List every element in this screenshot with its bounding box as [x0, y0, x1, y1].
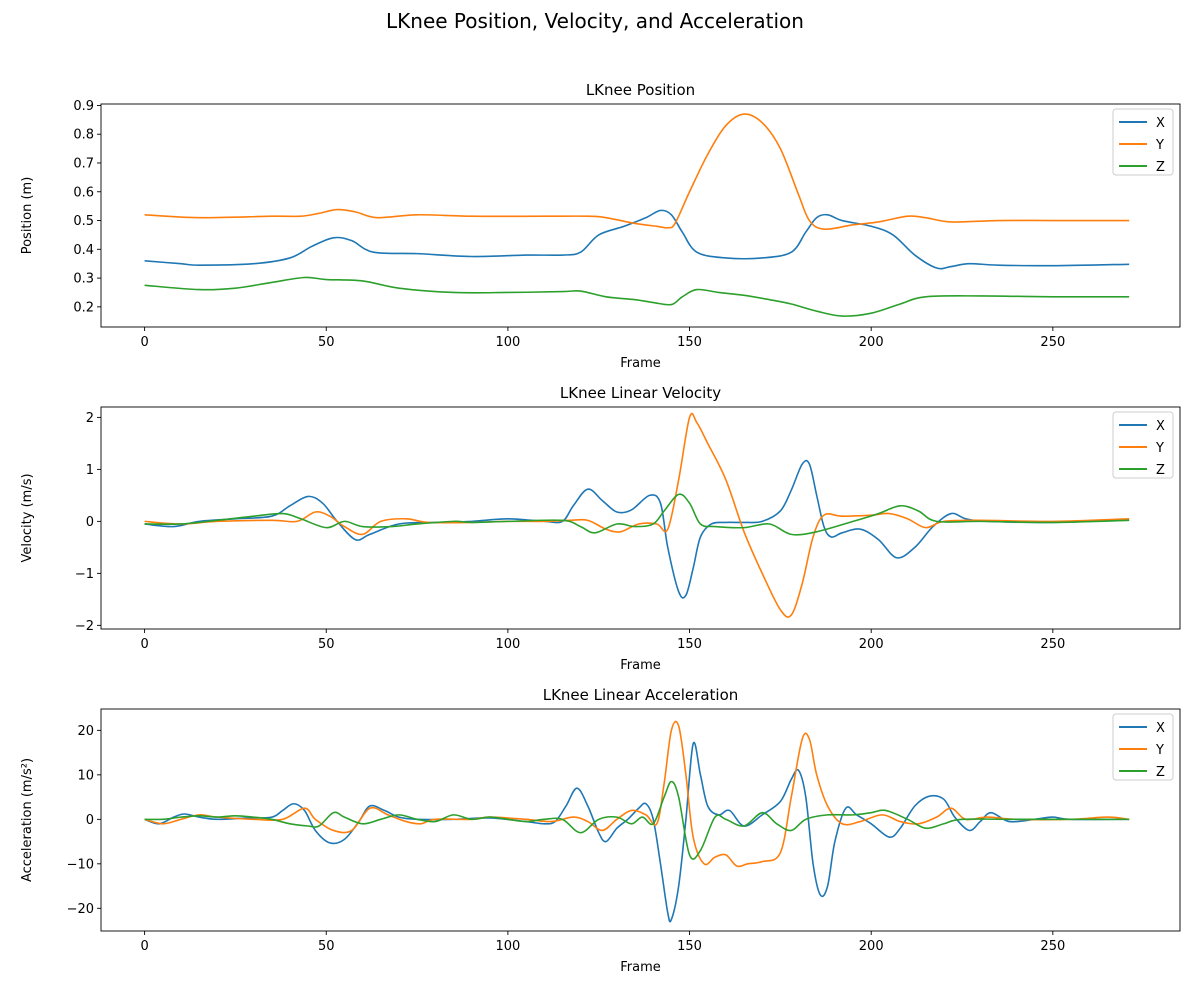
- position-y-tick-label: 0.3: [73, 272, 94, 287]
- position-x-tick-label: 150: [677, 335, 702, 350]
- velocity-y-axis-label: Velocity (m/s): [20, 473, 35, 562]
- acceleration-y-tick-label: −20: [67, 902, 94, 917]
- acceleration-x-tick-label: 250: [1040, 939, 1065, 954]
- velocity-y-tick-label: 0: [86, 515, 94, 530]
- position-y-tick-label: 0.2: [73, 300, 94, 315]
- velocity-legend-label-z: Z: [1156, 463, 1165, 478]
- velocity-y-tick-label: 1: [86, 463, 94, 478]
- velocity-legend-label-y: Y: [1155, 441, 1164, 456]
- acceleration-x-axis-label: Frame: [620, 960, 661, 975]
- velocity-x-tick-label: 50: [318, 637, 335, 652]
- velocity-x-tick-label: 200: [859, 637, 884, 652]
- acceleration-x-tick-label: 200: [859, 939, 884, 954]
- acceleration-y-tick-label: 10: [77, 768, 94, 783]
- acceleration-legend: XYZ: [1112, 713, 1174, 781]
- position-x-tick-label: 200: [859, 335, 884, 350]
- position-y-tick-label: 0.7: [73, 156, 94, 171]
- acceleration-series-line-x: [144, 741, 1130, 923]
- position-x-tick-label: 100: [495, 335, 520, 350]
- acceleration-y-tick-label: 0: [86, 813, 94, 828]
- position-legend-label-y: Y: [1155, 138, 1164, 153]
- position-series-line-z: [144, 276, 1130, 317]
- acceleration-series-line-z: [144, 780, 1130, 860]
- position-legend-box: [1112, 108, 1174, 176]
- acceleration-y-tick-label: −10: [67, 857, 94, 872]
- acceleration-y-axis-label: Acceleration (m/s²): [20, 758, 35, 882]
- position-subplot-title: LKnee Position: [586, 81, 695, 99]
- acceleration-legend-label-x: X: [1156, 721, 1165, 736]
- velocity-y-tick-label: −2: [75, 619, 94, 634]
- position-x-tick-label: 50: [318, 335, 335, 350]
- position-series-line-y: [144, 113, 1130, 231]
- velocity-legend-box: [1112, 411, 1174, 479]
- acceleration-y-tick-label: 20: [77, 724, 94, 739]
- acceleration-legend-box: [1112, 713, 1174, 781]
- velocity-legend: XYZ: [1112, 411, 1174, 479]
- position-legend-label-x: X: [1156, 116, 1165, 131]
- position-x-tick-label: 0: [140, 335, 148, 350]
- figure-suptitle: LKnee Position, Velocity, and Accelerati…: [386, 9, 804, 33]
- position-y-tick-label: 0.4: [73, 243, 94, 258]
- acceleration-legend-label-y: Y: [1155, 743, 1164, 758]
- velocity-series-line-x: [144, 459, 1130, 599]
- position-y-tick-label: 0.8: [73, 128, 94, 143]
- position-y-tick-label: 0.6: [73, 185, 94, 200]
- position-series-line-x: [144, 209, 1130, 270]
- position-legend: XYZ: [1112, 108, 1174, 176]
- acceleration-x-tick-label: 50: [318, 939, 335, 954]
- position-y-tick-label: 0.9: [73, 99, 94, 114]
- acceleration-series-line-y: [144, 720, 1130, 868]
- position-x-axis-label: Frame: [620, 356, 661, 371]
- velocity-x-tick-label: 250: [1040, 637, 1065, 652]
- acceleration-x-tick-label: 0: [140, 939, 148, 954]
- velocity-series-line-z: [144, 493, 1130, 536]
- acceleration-x-tick-label: 150: [677, 939, 702, 954]
- acceleration-x-tick-label: 100: [495, 939, 520, 954]
- acceleration-legend-label-z: Z: [1156, 765, 1165, 780]
- position-y-tick-label: 0.5: [73, 214, 94, 229]
- position-legend-label-z: Z: [1156, 160, 1165, 175]
- velocity-x-tick-label: 100: [495, 637, 520, 652]
- velocity-y-tick-label: −1: [75, 567, 94, 582]
- velocity-subplot-title: LKnee Linear Velocity: [560, 384, 721, 402]
- subplot-velocity: LKnee Linear Velocity 0 50 100 150 200 250 −2 −1…: [20, 384, 1181, 673]
- position-axes-frame: [100, 103, 1181, 328]
- velocity-y-tick-label: 2: [86, 411, 94, 426]
- velocity-legend-label-x: X: [1156, 419, 1165, 434]
- acceleration-subplot-title: LKnee Linear Acceleration: [543, 686, 739, 704]
- acceleration-axes-frame: [100, 708, 1181, 932]
- velocity-x-tick-label: 0: [140, 637, 148, 652]
- velocity-axes-frame: [100, 406, 1181, 630]
- velocity-x-tick-label: 150: [677, 637, 702, 652]
- position-x-tick-label: 250: [1040, 335, 1065, 350]
- subplot-position: LKnee Position 0 50 100 150 200 250 0.2 0.3 0.4 0.…: [20, 81, 1181, 371]
- position-y-axis-label: Position (m): [20, 177, 35, 255]
- velocity-x-axis-label: Frame: [620, 658, 661, 673]
